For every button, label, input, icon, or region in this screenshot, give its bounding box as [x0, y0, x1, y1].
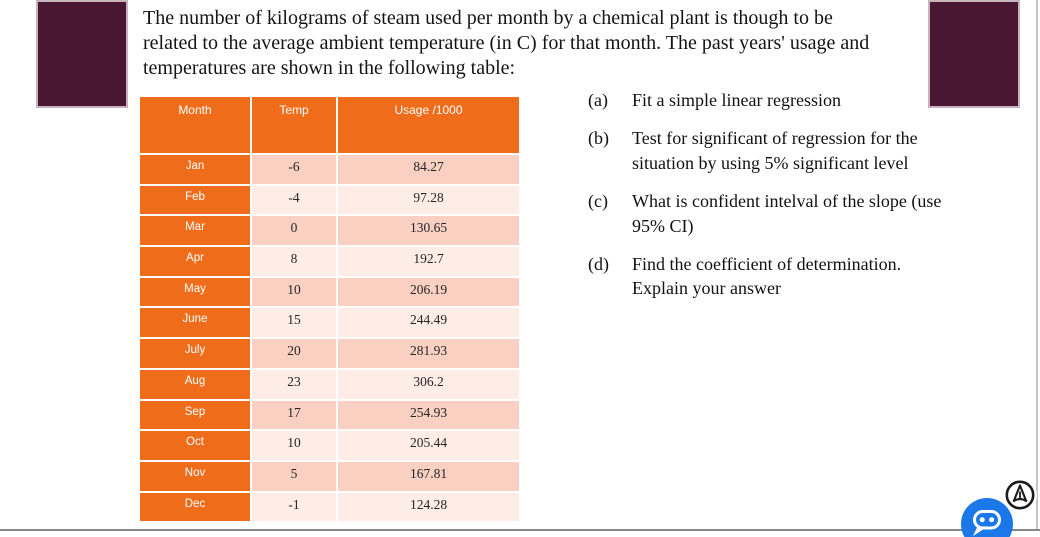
table-cell-usage: 97.28 [338, 185, 519, 215]
table-cell-month: Feb [140, 185, 250, 215]
table-cell-month: July [140, 339, 250, 368]
table-cell-usage: 281.93 [338, 339, 519, 368]
table-cell-usage: 206.19 [338, 277, 519, 307]
question-text: Fit a simple linear regression [632, 90, 841, 110]
ask-ai-logo-icon[interactable] [1002, 477, 1038, 513]
question-item-c: (c) What is confident intelval of the sl… [588, 189, 948, 238]
table-cell-month: Jan [140, 155, 250, 184]
decoration-rectangle-left [36, 0, 128, 108]
questions-list: (a) Fit a simple linear regression (b) T… [588, 88, 948, 315]
problem-statement-line: related to the average ambient temperatu… [143, 31, 870, 54]
steam-usage-table: Month Temp Usage /1000 Jan -6 84.27 Feb … [140, 97, 519, 522]
slide-bottom-border [0, 529, 1040, 531]
decoration-rectangle-right [928, 0, 1020, 108]
table-cell-temp: 17 [252, 400, 336, 430]
table-cell-usage: 254.93 [338, 400, 519, 430]
table-cell-usage: 124.28 [338, 492, 519, 522]
table-cell-usage: 205.44 [338, 431, 519, 460]
problem-statement-line: The number of kilograms of steam used pe… [143, 7, 833, 29]
table-cell-temp: 5 [252, 461, 336, 491]
table-cell-usage: 244.49 [338, 308, 519, 338]
question-text: Find the coefficient of determination. E… [632, 254, 902, 299]
question-label: (b) [588, 128, 609, 149]
table-cell-usage: 167.81 [338, 461, 519, 491]
table-cell-month: Aug [140, 369, 250, 399]
chatbot-bubble-icon[interactable] [960, 497, 1014, 537]
table-cell-temp: -4 [252, 185, 336, 215]
table-cell-temp: 23 [252, 369, 336, 399]
table-header-temp: Temp [252, 97, 336, 153]
table-cell-month: Sep [140, 400, 250, 430]
table-cell-temp: 20 [252, 339, 336, 368]
table-cell-month: Nov [140, 461, 250, 491]
table-cell-month: Oct [140, 431, 250, 460]
table-cell-temp: 10 [252, 431, 336, 460]
slide-right-border [1036, 0, 1038, 529]
question-item-d: (d) Find the coefficient of determinatio… [588, 252, 948, 301]
table-cell-temp: 10 [252, 277, 336, 307]
table-header-usage: Usage /1000 [338, 97, 519, 153]
table-cell-usage: 84.27 [338, 155, 519, 184]
table-cell-month: Dec [140, 492, 250, 522]
table-cell-month: May [140, 277, 250, 307]
table-cell-temp: 15 [252, 308, 336, 338]
problem-statement: The number of kilograms of steam used pe… [143, 6, 943, 80]
question-text: What is confident intelval of the slope … [632, 191, 942, 236]
table-cell-usage: 130.65 [338, 216, 519, 246]
table-cell-usage: 306.2 [338, 369, 519, 399]
problem-statement-line: temperatures are shown in the following … [143, 56, 516, 79]
question-text: Test for significant of regression for t… [632, 128, 918, 173]
table-cell-month: Apr [140, 247, 250, 276]
question-label: (c) [588, 191, 608, 212]
table-cell-temp: 0 [252, 216, 336, 246]
table-cell-temp: -1 [252, 492, 336, 522]
table-cell-month: Mar [140, 216, 250, 246]
table-cell-temp: 8 [252, 247, 336, 276]
table-cell-temp: -6 [252, 155, 336, 184]
table-cell-month: June [140, 308, 250, 338]
question-label: (d) [588, 254, 609, 275]
question-item-a: (a) Fit a simple linear regression [588, 88, 948, 112]
table-cell-usage: 192.7 [338, 247, 519, 276]
question-item-b: (b) Test for significant of regression f… [588, 126, 948, 175]
table-header-month: Month [140, 97, 250, 153]
question-label: (a) [588, 90, 608, 110]
